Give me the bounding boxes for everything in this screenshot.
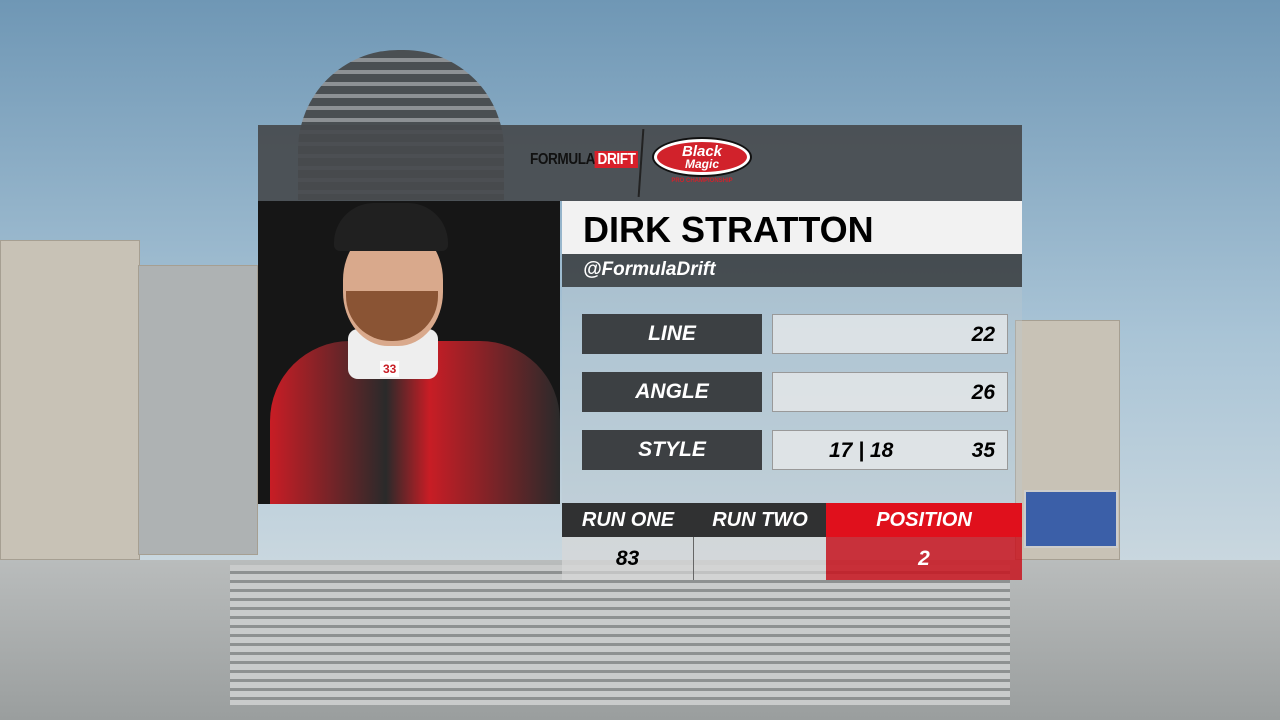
stat-value-box: 22 (772, 314, 1008, 354)
background-building (0, 240, 140, 560)
driver-number: 33 (380, 361, 400, 377)
run-two-score (694, 537, 826, 580)
driver-name: DIRK STRATTON (562, 201, 1022, 254)
run-one-label: RUN ONE (581, 509, 675, 531)
stat-label: LINE (582, 314, 762, 354)
stat-value: 22 (971, 323, 995, 346)
stat-value: 35 (971, 439, 995, 462)
driver-card: FORMULA DRIFT Black Magic PRO CHAMPIONSHIP… (258, 125, 1022, 580)
black-magic-logo: Black Magic (654, 139, 750, 175)
stat-label: ANGLE (582, 372, 762, 412)
position-label: POSITION (826, 503, 1022, 537)
stat-row-line: LINE 22 (582, 314, 1008, 354)
stat-label: STYLE (582, 430, 762, 470)
formula-drift-logo: FORMULA DRIFT (530, 151, 639, 169)
driver-handle: @FormulaDrift (562, 254, 1022, 287)
stat-sub: 17 | 18 (829, 439, 894, 462)
stat-value: 26 (971, 381, 995, 404)
stats-area: LINE 22 ANGLE 26 STYLE 17 | 18 35 (562, 287, 1022, 503)
stat-value-box: 26 (772, 372, 1008, 412)
runs-header-bg (562, 503, 826, 537)
stat-row-style: STYLE 17 | 18 35 (582, 430, 1008, 470)
stat-value-box: 17 | 18 35 (772, 430, 1008, 470)
run-two-label: RUN TWO (712, 509, 808, 531)
sponsor-subtitle: PRO CHAMPIONSHIP (671, 178, 733, 184)
driver-cap (334, 203, 448, 251)
background-screen (1024, 490, 1118, 548)
background-building (138, 265, 258, 555)
position-value: 2 (826, 537, 1022, 580)
run-one-score: 83 (562, 537, 694, 580)
background-grandstand (230, 565, 1010, 705)
driver-photo: 33 (258, 201, 560, 504)
stat-row-angle: ANGLE 26 (582, 372, 1008, 412)
